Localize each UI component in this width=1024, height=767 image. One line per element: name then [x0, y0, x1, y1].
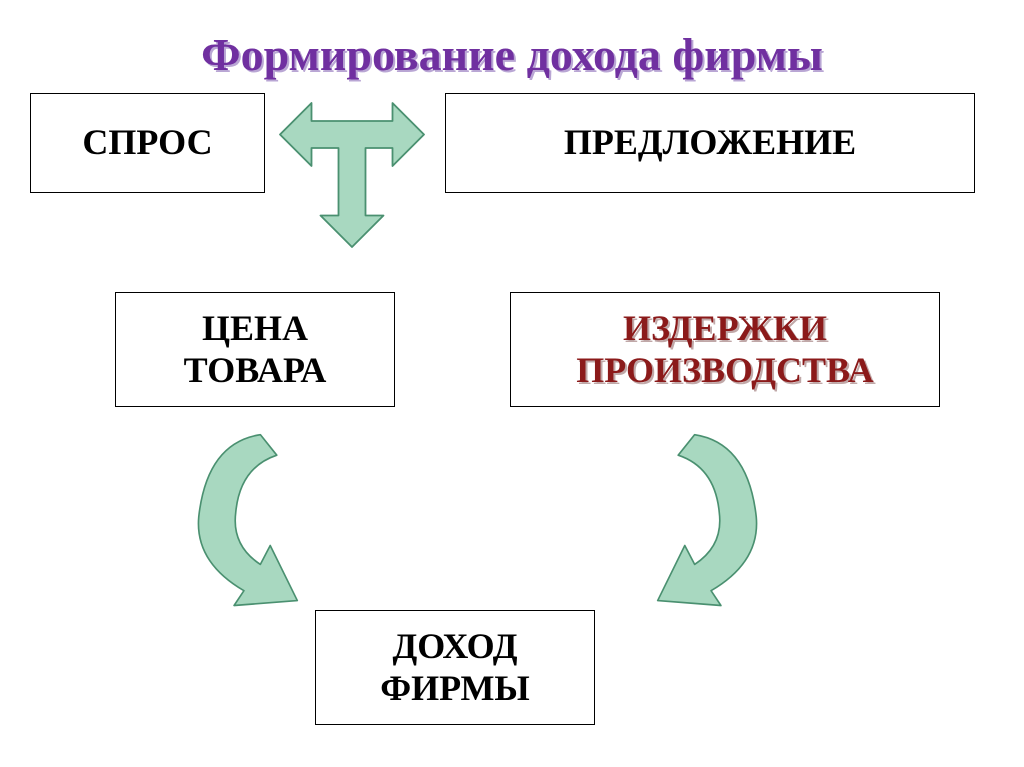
price-box: ЦЕНАТОВАРА: [115, 292, 395, 407]
page-title: Формирование дохода фирмы: [0, 28, 1024, 81]
three-way-arrow-icon: [262, 85, 442, 265]
curved-arrow-right-icon: [555, 405, 785, 645]
supply-box: ПРЕДЛОЖЕНИЕ: [445, 93, 975, 193]
costs-box: ИЗДЕРЖКИПРОИЗВОДСТВА: [510, 292, 940, 407]
demand-box: СПРОС: [30, 93, 265, 193]
curved-arrow-left-icon: [170, 405, 400, 645]
income-box: ДОХОДФИРМЫ: [315, 610, 595, 725]
